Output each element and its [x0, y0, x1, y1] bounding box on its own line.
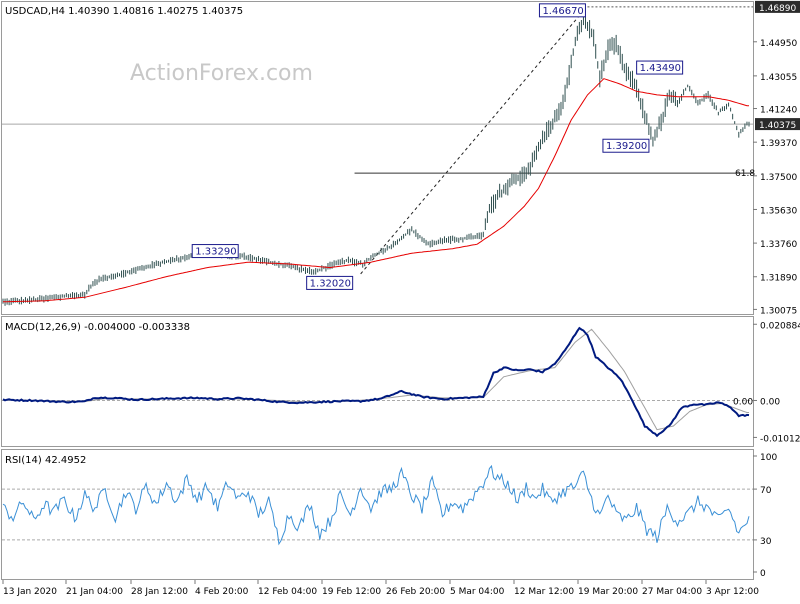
rsi-pane [2, 464, 753, 546]
current-price-tag-text: 1.40375 [759, 121, 796, 131]
rsi-line [2, 464, 750, 546]
rsi-label: RSI(14) 42.4952 [5, 455, 86, 466]
price-tick-label: 1.37500 [760, 173, 797, 183]
fib-level-label: 61.8 [735, 169, 755, 179]
time-tick-label: 21 Jan 04:00 [66, 587, 123, 597]
time-tick-label: 26 Feb 20:00 [386, 587, 445, 597]
price-tick-label: 1.30075 [760, 306, 797, 316]
price-tick-label: 1.31890 [760, 274, 797, 284]
price-label-box [538, 3, 586, 18]
time-tick-label: 19 Feb 12:00 [322, 587, 381, 597]
price-tick-label: 1.39370 [760, 139, 797, 149]
time-tick-label: 27 Mar 04:00 [642, 587, 702, 597]
price-label-box [636, 60, 684, 75]
time-tick-label: 19 Mar 20:00 [578, 587, 638, 597]
rsi-tick-label: 70 [760, 486, 772, 496]
macd-label: MACD(12,26,9) -0.004000 -0.003338 [5, 322, 190, 333]
current-price-tag [755, 118, 800, 131]
time-tick-label: 5 Mar 04:00 [450, 587, 505, 597]
time-tick-label: 28 Jan 12:00 [131, 587, 188, 597]
time-tick-label: 3 Apr 12:00 [706, 587, 759, 597]
price-tick-label: 1.46890 [759, 4, 796, 14]
rsi-tick-label: 30 [760, 537, 772, 547]
time-tick-label: 12 Mar 12:00 [514, 587, 574, 597]
main-pane: 1.46670 1.43490 1.39200 1.33290 1.32020 [2, 3, 753, 306]
price-tick-label: 1.41240 [760, 106, 797, 116]
price-label-box [306, 275, 354, 290]
price-label-text: 1.43490 [640, 63, 681, 74]
price-tick-label: 1.43055 [760, 73, 797, 83]
price-axis: 1.46890 1.44950 1.43055 1.41240 1.39370 1.375… [753, 0, 800, 579]
top-price-tag [755, 0, 800, 13]
price-label-box [602, 138, 650, 153]
macd-tick-label: 0.00 [760, 397, 780, 407]
time-axis: 13 Jan 2020 21 Jan 04:00 28 Jan 12:00 4 Feb… [2, 580, 759, 597]
macd-line [2, 326, 750, 438]
price-tick-label: 1.44950 [760, 39, 797, 49]
rsi-pane-frame [1, 449, 754, 580]
moving-average-line [2, 78, 749, 303]
time-tick-label: 13 Jan 2020 [3, 587, 57, 597]
watermark: ActionForex.com [130, 61, 313, 86]
time-tick-label: 4 Feb 20:00 [195, 587, 249, 597]
main-pane-frame [1, 1, 754, 315]
ohlc-header: USDCAD,H4 1.40390 1.40816 1.40275 1.4037… [5, 6, 243, 17]
macd-pane-frame [1, 316, 754, 447]
macd-zero-overlay-label: 0.00 [733, 397, 753, 407]
rsi-tick-label: 0 [760, 569, 766, 579]
price-label-text: 1.46670 [542, 6, 583, 17]
price-label-text: 1.32020 [310, 278, 351, 289]
price-tick-label: 1.33760 [760, 240, 797, 250]
macd-tick-label: 0.020884 [760, 321, 800, 331]
price-tick-label: 1.35630 [760, 206, 797, 216]
time-tick-label: 12 Feb 04:00 [258, 587, 317, 597]
macd-pane: 0.00 [2, 326, 753, 438]
price-label-text: 1.39200 [606, 141, 647, 152]
price-label-box [191, 244, 239, 259]
rsi-tick-label: 100 [760, 453, 777, 463]
price-label-text: 1.33290 [195, 247, 236, 258]
